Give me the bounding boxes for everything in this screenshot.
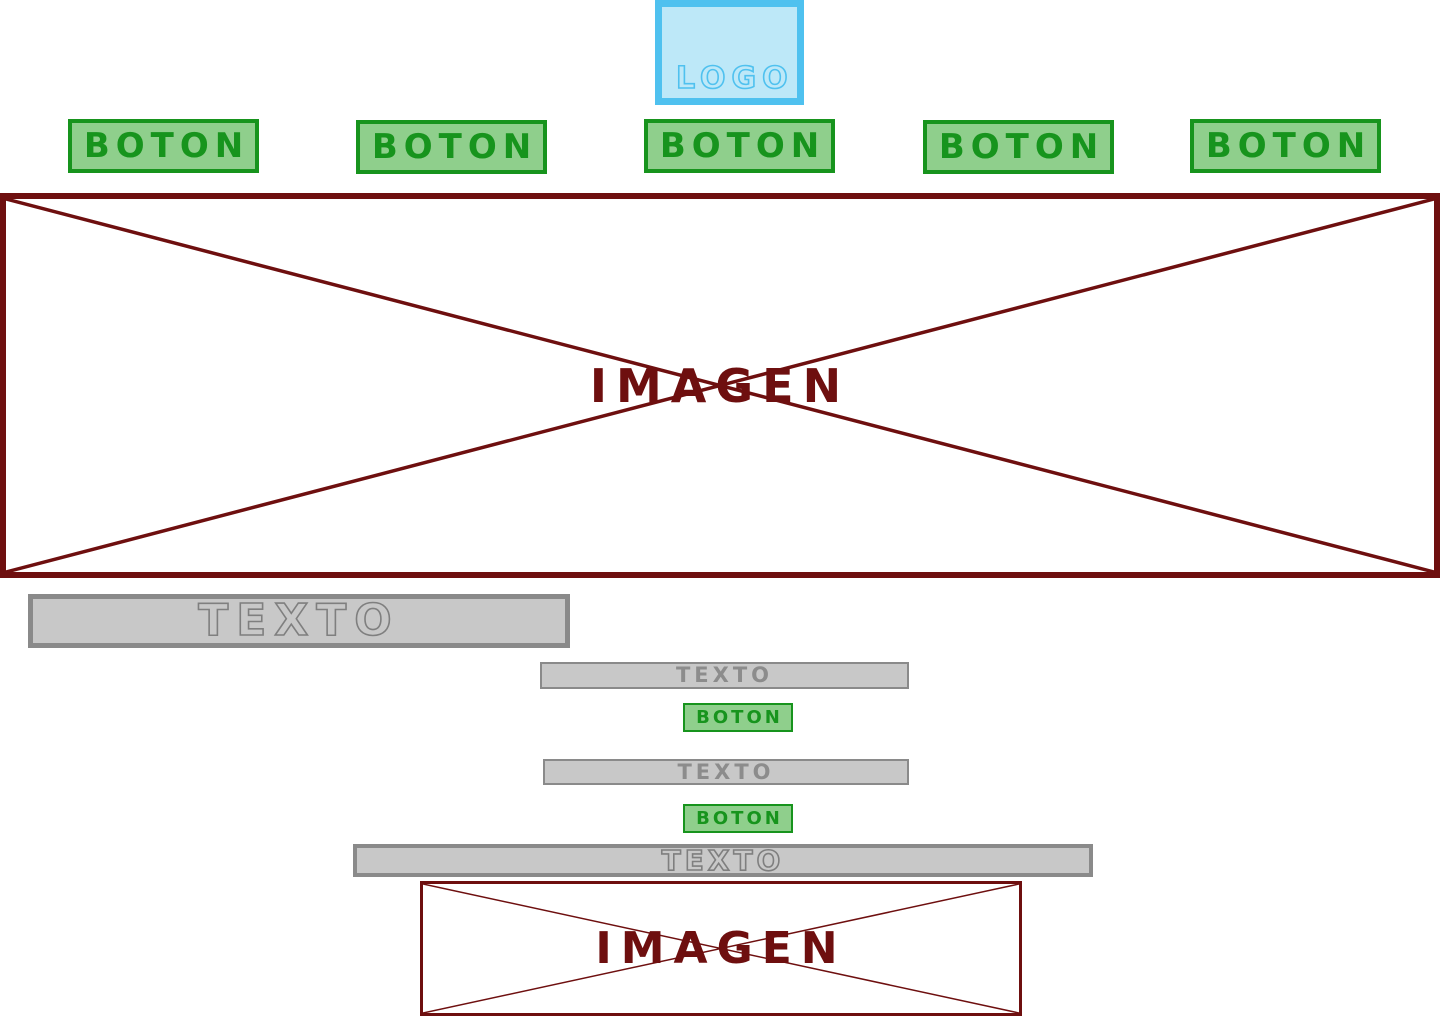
bottom-image-label: IMAGEN <box>595 922 847 974</box>
title-text: TEXTO <box>197 595 400 646</box>
logo[interactable]: LOGO <box>655 0 804 105</box>
nav-button-2[interactable]: BOTON <box>356 120 547 174</box>
nav-button-1[interactable]: BOTON <box>68 119 259 173</box>
title-text-placeholder: TEXTO <box>28 594 570 648</box>
wide-text: TEXTO <box>661 843 785 877</box>
image-cross-icon <box>6 199 1434 572</box>
hero-image-label: IMAGEN <box>589 358 851 413</box>
logo-label: LOGO <box>675 61 794 96</box>
hero-image-placeholder: IMAGEN <box>0 193 1440 578</box>
wide-text-placeholder: TEXTO <box>353 844 1093 877</box>
bottom-image-placeholder: IMAGEN <box>420 881 1022 1016</box>
text-2: TEXTO <box>677 759 775 784</box>
action-button-2[interactable]: BOTON <box>683 804 793 833</box>
nav-button-4[interactable]: BOTON <box>923 120 1114 174</box>
nav-button-5[interactable]: BOTON <box>1190 119 1381 173</box>
action-button-1[interactable]: BOTON <box>683 703 793 732</box>
text-placeholder-2: TEXTO <box>543 759 909 785</box>
image-cross-icon <box>423 884 1019 1013</box>
text-placeholder-1: TEXTO <box>540 662 909 689</box>
nav-button-3[interactable]: BOTON <box>644 119 835 173</box>
text-1: TEXTO <box>675 663 774 687</box>
